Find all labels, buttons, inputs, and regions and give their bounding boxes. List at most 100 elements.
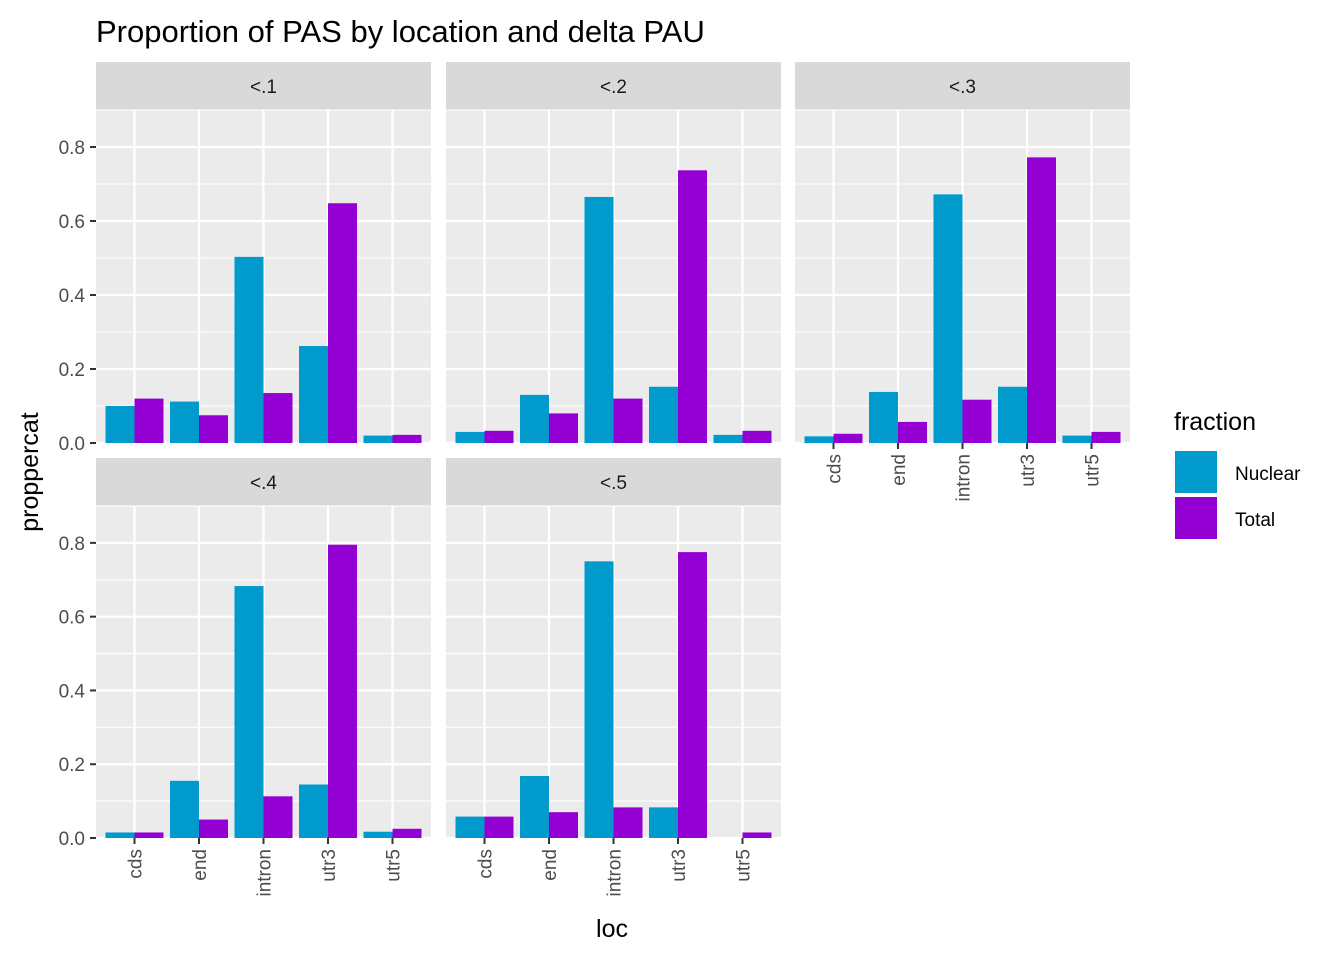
- facet-4-y-tick-label: 0.8: [59, 534, 85, 555]
- facet-1-bar-intron-nuclear: [234, 256, 264, 443]
- facet-3-bar-intron-nuclear: [933, 194, 963, 443]
- facet-3-x-tick-label-cds: cds: [825, 454, 846, 484]
- facet-2-bar-utr3-nuclear: [649, 386, 678, 443]
- facet-4-strip-label: <.4: [250, 473, 277, 494]
- legend-label-total: Total: [1235, 510, 1275, 531]
- facet-3-bar-cds-total: [833, 433, 863, 443]
- facet-4-bar-utr3-total: [328, 544, 357, 838]
- facet-4-y-tick-label: 0.2: [59, 755, 85, 776]
- facet-3-strip: [795, 62, 1130, 110]
- facet-3-bar-utr3-total: [1027, 157, 1056, 444]
- facet-4-bar-end-total: [199, 819, 228, 838]
- facet-4-bar-intron-nuclear: [234, 586, 264, 838]
- facet-5-bar-utr5-total: [742, 832, 772, 838]
- facet-2-bar-utr3-total: [678, 170, 707, 443]
- facet-1-strip-label: <.1: [250, 77, 277, 98]
- facet-4-bar-cds-nuclear: [105, 832, 135, 838]
- facet-4-y-tick-label: 0.6: [59, 608, 85, 629]
- facet-2-bar-cds-nuclear: [455, 431, 485, 443]
- facet-4-y-tick-label: 0.4: [59, 681, 86, 702]
- facet-4-bar-cds-total: [134, 832, 164, 838]
- facet-5-bar-utr3-nuclear: [649, 807, 678, 838]
- facet-1-bar-utr5-nuclear: [363, 435, 393, 443]
- facet-5-bar-intron-nuclear: [584, 561, 614, 838]
- facet-5-bar-cds-total: [484, 816, 514, 838]
- facet-3-bar-utr3-nuclear: [998, 386, 1027, 443]
- facet-3-x-tick-label-end: end: [889, 454, 910, 486]
- x-axis-title: loc: [596, 915, 628, 943]
- facet-5-x-tick-label-utr5: utr5: [734, 849, 755, 882]
- facet-1-strip: [96, 62, 431, 110]
- facet-2-strip: [446, 62, 781, 110]
- facet-2-panel: <.2: [446, 62, 781, 445]
- facet-3-x-tick-label-utr3: utr3: [1018, 454, 1039, 487]
- facet-2-bar-utr5-total: [742, 430, 772, 443]
- facet-2-bar-end-total: [549, 413, 578, 443]
- facet-5-x-tick-label-intron: intron: [605, 849, 626, 897]
- facet-1-bar-cds-nuclear: [105, 406, 135, 443]
- facet-4-x-tick-label-cds: cds: [126, 849, 147, 879]
- facet-1-bar-utr3-total: [328, 203, 357, 443]
- facet-5-bar-intron-total: [613, 807, 643, 838]
- facet-1-bar-end-total: [199, 415, 228, 443]
- facet-2-bar-end-nuclear: [520, 394, 549, 443]
- legend: fraction Nuclear Total: [1174, 408, 1301, 539]
- facet-2-bar-intron-total: [613, 398, 643, 443]
- facet-4-bar-end-nuclear: [170, 780, 199, 838]
- facet-5-strip: [446, 458, 781, 506]
- facet-3-panel: <.3 cds end intron utr3 utr5: [795, 62, 1130, 502]
- facet-4-bar-intron-total: [263, 796, 293, 838]
- y-axis-title: proppercat: [16, 412, 44, 532]
- facet-3-bar-utr5-nuclear: [1062, 435, 1092, 443]
- facet-4-bar-utr5-nuclear: [363, 831, 393, 838]
- facet-3-x-tick-label-intron: intron: [954, 454, 975, 502]
- facet-5-bar-cds-nuclear: [455, 816, 485, 838]
- legend-key-nuclear: [1175, 451, 1217, 493]
- facet-5-panel: <.5 cds end intron utr3 utr5: [446, 458, 781, 897]
- chart-title: Proportion of PAS by location and delta …: [96, 14, 705, 49]
- facet-3-bar-intron-total: [962, 399, 992, 443]
- facets: <.1 0.0 0.2 0.4 0.6 0.8 <.2 <.3 cds end intron utr3…: [59, 62, 1130, 897]
- facet-1-y-tick-label: 0.4: [59, 286, 86, 307]
- facet-3-bar-cds-nuclear: [804, 436, 834, 443]
- facet-5-strip-label: <.5: [600, 473, 627, 494]
- legend-title: fraction: [1174, 408, 1256, 436]
- facet-4-panel: <.4 0.0 0.2 0.4 0.6 0.8 cds end intron utr3 utr5: [59, 458, 431, 897]
- facet-1-panel: <.1 0.0 0.2 0.4 0.6 0.8: [59, 62, 431, 455]
- facet-1-bar-cds-total: [134, 398, 164, 443]
- facet-4-bar-utr3-nuclear: [299, 784, 328, 838]
- facet-4-bar-utr5-total: [392, 828, 422, 838]
- legend-label-nuclear: Nuclear: [1235, 464, 1301, 485]
- facet-1-y-tick-label: 0.2: [59, 360, 85, 381]
- facet-3-bar-utr5-total: [1091, 431, 1121, 443]
- facet-2-strip-label: <.2: [600, 77, 627, 98]
- facet-3-bar-end-nuclear: [869, 391, 898, 443]
- facet-1-y-tick-label: 0.6: [59, 212, 85, 233]
- facet-5-bar-end-total: [549, 812, 578, 838]
- facet-2-bar-cds-total: [484, 430, 514, 443]
- facet-2-bar-utr5-nuclear: [713, 434, 743, 443]
- facet-5-bar-end-nuclear: [520, 776, 549, 838]
- facet-3-bar-end-total: [898, 421, 927, 443]
- facet-2-bar-intron-nuclear: [584, 196, 614, 443]
- facet-1-bar-end-nuclear: [170, 401, 199, 443]
- facet-3-strip-label: <.3: [949, 77, 976, 98]
- facet-3-x-tick-label-utr5: utr5: [1083, 454, 1104, 487]
- facet-1-bar-utr5-total: [392, 434, 422, 443]
- facet-4-strip: [96, 458, 431, 506]
- facet-1-bar-utr3-nuclear: [299, 346, 328, 443]
- facet-4-x-tick-label-utr3: utr3: [319, 849, 340, 882]
- facet-1-bar-intron-total: [263, 393, 293, 443]
- facet-1-y-tick-label: 0.8: [59, 138, 85, 159]
- facet-5-bar-utr3-total: [678, 552, 707, 838]
- facet-1-y-tick-label: 0.0: [59, 434, 85, 455]
- facet-5-x-tick-label-utr3: utr3: [669, 849, 690, 882]
- facet-4-x-tick-label-intron: intron: [255, 849, 276, 897]
- facet-5-x-tick-label-cds: cds: [476, 849, 497, 879]
- facet-4-x-tick-label-utr5: utr5: [384, 849, 405, 882]
- facet-4-y-tick-label: 0.0: [59, 829, 85, 850]
- facet-5-x-tick-label-end: end: [540, 849, 561, 881]
- legend-key-total: [1175, 497, 1217, 539]
- facet-4-x-tick-label-end: end: [190, 849, 211, 881]
